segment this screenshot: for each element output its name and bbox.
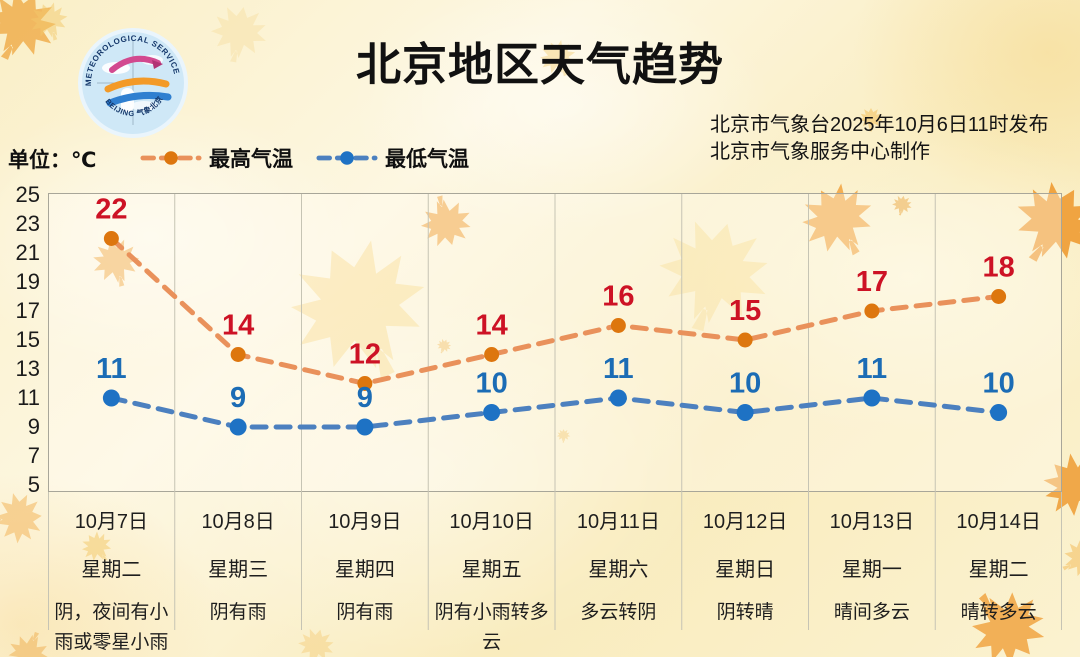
- y-axis-tick: 15: [15, 327, 40, 352]
- min-temp-value: 11: [857, 353, 888, 385]
- day-weather: 阴有雨: [209, 602, 267, 623]
- y-axis-tick: 9: [27, 414, 40, 439]
- day-weekday: 星期二: [968, 559, 1029, 581]
- min-temp-value: 10: [729, 368, 761, 400]
- day-weather: 阴，夜间有小雨或零星小雨: [54, 602, 169, 653]
- min-temp-value: 10: [475, 368, 507, 400]
- y-axis-tick: 7: [27, 443, 40, 468]
- logo-blue-swoosh: [106, 92, 172, 107]
- day-weekday: 星期二: [81, 559, 142, 581]
- day-date: 10月14日: [956, 511, 1041, 533]
- day-weekday: 星期五: [461, 559, 522, 581]
- y-axis-tick: 11: [17, 385, 40, 410]
- logo-arrow: [152, 60, 163, 69]
- max-temp-value: 12: [349, 339, 381, 371]
- temperature-trend-chart: 22 14 12 14 16 15 17 18 11 9 9 10 11 10 11 10: [48, 193, 1062, 630]
- max-temp-value: 22: [95, 194, 127, 226]
- unit-label: 单位：℃: [8, 149, 97, 172]
- y-axis-tick: 21: [15, 240, 40, 265]
- day-date: 10月10日: [449, 511, 534, 533]
- day-weekday: 星期四: [334, 559, 395, 581]
- max-temp-value: 18: [982, 252, 1014, 284]
- release-line-2: 北京市气象服务中心制作: [710, 141, 930, 163]
- y-axis: 25 23 21 19 17 15 13 11 9 7 5: [0, 0, 40, 657]
- day-column: 10月13日 星期一晴间多云: [809, 492, 936, 657]
- day-column: 10月11日 星期六多云转阴: [555, 492, 682, 657]
- y-axis-tick: 13: [15, 356, 40, 381]
- min-temp-value: 10: [982, 368, 1014, 400]
- day-date: 10月13日: [829, 511, 915, 533]
- max-temp-value: 15: [729, 295, 761, 327]
- max-temp-value: 14: [475, 310, 507, 342]
- release-line-1: 北京市气象台2025年10月6日11时发布: [710, 114, 1049, 136]
- release-info: 北京市气象台2025年10月6日11时发布 北京市气象服务中心制作: [710, 112, 1049, 166]
- max-temp-value: 16: [602, 281, 634, 313]
- legend-item-min-temp: 最低气温: [316, 145, 469, 171]
- day-weather: 多云转阴: [580, 602, 657, 623]
- day-column: 10月10日 星期五阴有小雨转多云: [428, 492, 555, 657]
- day-weather: 阴有小雨转多云: [434, 602, 549, 653]
- day-column: 10月7日星期二阴，夜间有小雨或零星小雨: [48, 492, 175, 657]
- beijing-meteorological-service-logo: METEOROLOGICAL SERVICE BEIJING 气象北京: [78, 28, 188, 138]
- y-axis-tick: 5: [27, 472, 40, 497]
- day-columns: 10月7日 星期二 阴，夜间有小雨或零星小雨 10月8日 星期三 阴有雨 10月9日 星期四阴…: [48, 492, 1062, 657]
- legend-item-max-temp: 最高气温: [140, 145, 293, 171]
- day-date: 10月8日: [201, 511, 275, 533]
- page-title: 北京地区天气趋势: [355, 39, 724, 90]
- day-weekday: 星期一: [841, 559, 902, 581]
- min-temp-value: 9: [357, 382, 373, 414]
- y-axis-tick: 23: [15, 211, 40, 236]
- day-weather: 晴转多云: [960, 602, 1037, 623]
- day-date: 10月7日: [74, 511, 149, 533]
- day-column: 10月8日星期三阴有雨: [175, 492, 302, 657]
- day-column: 10月9日星期四阴有雨: [302, 492, 429, 657]
- max-temp-value: 17: [856, 266, 888, 298]
- day-weekday: 星期日: [715, 559, 776, 581]
- day-weather: 晴间多云: [833, 602, 910, 623]
- day-column: 10月14日 星期二晴转多云: [935, 492, 1062, 657]
- day-weather: 阴转晴: [716, 602, 774, 623]
- day-date: 10月9日: [328, 511, 402, 533]
- legend-label-max-temp: 最高气温: [209, 148, 293, 171]
- y-axis-tick: 25: [15, 182, 40, 207]
- day-column: 10月12日 星期日阴转晴: [682, 492, 809, 657]
- day-weekday: 星期六: [588, 559, 649, 581]
- day-date: 10月12日: [702, 511, 788, 533]
- min-temp-line-swatch-icon: [316, 151, 378, 165]
- day-weekday: 星期三: [208, 559, 269, 581]
- max-temp-value: 14: [222, 310, 254, 342]
- logo-orange-swoosh: [104, 77, 170, 93]
- day-date: 10月11日: [576, 511, 660, 533]
- y-axis-tick: 19: [15, 269, 40, 294]
- min-temp-value: 9: [230, 382, 246, 414]
- min-temp-value: 11: [96, 353, 127, 385]
- day-weather: 阴有雨: [336, 602, 394, 623]
- legend-label-min-temp: 最低气温: [385, 148, 469, 171]
- max-temp-line-swatch-icon: [140, 151, 202, 165]
- y-axis-tick: 17: [15, 298, 40, 323]
- min-temp-value: 11: [603, 353, 634, 385]
